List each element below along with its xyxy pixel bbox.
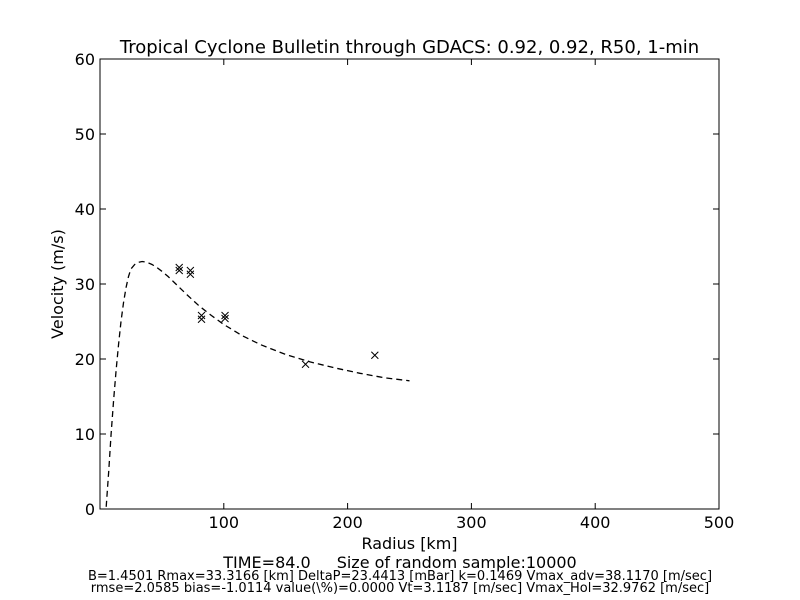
x-tick-label: 500 bbox=[704, 513, 735, 532]
data-point-marker bbox=[301, 360, 310, 369]
data-point-marker bbox=[197, 315, 206, 324]
series bbox=[105, 260, 410, 507]
data-point-marker bbox=[186, 270, 195, 279]
y-tick-label: 40 bbox=[75, 200, 95, 219]
marker-stroke bbox=[186, 270, 195, 279]
marker-stroke bbox=[186, 266, 195, 275]
data-point-marker bbox=[186, 266, 195, 275]
marker-stroke bbox=[197, 311, 206, 320]
footer-params-line: B=1.4501 Rmax=33.3166 [km] DeltaP=23.441… bbox=[87, 569, 713, 584]
y-tick-label: 50 bbox=[75, 125, 95, 144]
footer-time-line: TIME=84.0 Size of random sample:10000 bbox=[0, 554, 800, 572]
marker-stroke bbox=[175, 266, 184, 275]
y-tick-label: 10 bbox=[75, 425, 95, 444]
data-point-marker bbox=[175, 266, 184, 275]
data-point-marker bbox=[197, 311, 206, 320]
y-tick-label: 60 bbox=[75, 50, 95, 69]
data-point-marker bbox=[370, 351, 379, 360]
plot-frame bbox=[99, 58, 720, 510]
footer-stats-line: rmse=2.0585 bias=-1.0114 value(\%)=0.000… bbox=[90, 581, 710, 596]
chart-title: Tropical Cyclone Bulletin through GDACS:… bbox=[119, 37, 699, 58]
data-point-marker bbox=[221, 314, 229, 323]
marker-stroke bbox=[175, 263, 184, 272]
marker-stroke bbox=[221, 314, 229, 323]
data-point-marker bbox=[221, 311, 229, 320]
y-tick-label: 0 bbox=[85, 500, 95, 519]
x-tick-label: 400 bbox=[580, 513, 611, 532]
ticks: 100 200 300 400 500 0 10 20 30 40 50 60 bbox=[75, 50, 735, 532]
x-tick-label: 300 bbox=[456, 513, 487, 532]
sample-size-label: Size of random sample:10000 bbox=[336, 553, 577, 572]
marker-stroke bbox=[370, 351, 379, 360]
y-tick-label: 30 bbox=[75, 275, 95, 294]
x-axis-label: Radius [km] bbox=[361, 534, 457, 553]
marker-stroke bbox=[221, 311, 229, 320]
profile-curve bbox=[105, 260, 410, 507]
marker-stroke bbox=[301, 360, 310, 369]
x-tick-label: 200 bbox=[332, 513, 363, 532]
x-tick-label: 100 bbox=[209, 513, 240, 532]
time-label: TIME=84.0 bbox=[223, 553, 311, 572]
y-tick-label: 20 bbox=[75, 350, 95, 369]
y-axis-label: Velocity (m/s) bbox=[48, 229, 67, 339]
data-point-marker bbox=[175, 263, 184, 272]
marker-stroke bbox=[197, 315, 206, 324]
